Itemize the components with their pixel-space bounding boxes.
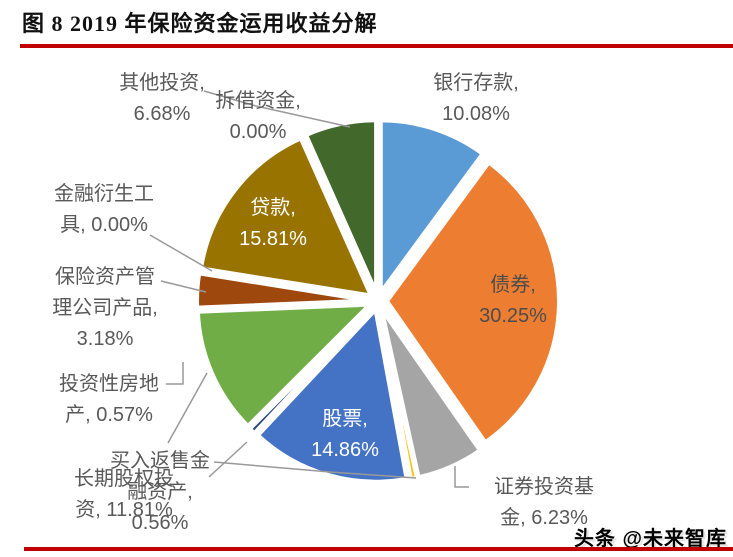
pie-slice-bank — [378, 118, 486, 299]
title-divider-rule — [20, 44, 733, 48]
page-title: 图 8 2019 年保险资金运用收益分解 — [22, 11, 378, 36]
leader-equity — [167, 372, 208, 444]
watermark: 头条 @未来智库 — [573, 528, 727, 550]
pie-slice-stocks — [255, 305, 409, 484]
leader-realestate — [166, 362, 184, 385]
leader-funds — [454, 466, 469, 488]
leader-other-lending — [203, 90, 351, 128]
leader-derivatives — [149, 234, 213, 272]
bottom-rule — [24, 547, 733, 551]
pie-slice-other — [303, 118, 379, 294]
pie-slice-bonds — [384, 159, 561, 446]
leader-assetmgmt — [160, 280, 207, 293]
pie-slice-equity — [195, 302, 375, 429]
leader-buyback — [213, 461, 417, 479]
pie-slice-loans — [198, 135, 375, 299]
pie-slice-realestate — [247, 306, 374, 436]
leader-realestate-sliver — [208, 441, 248, 478]
